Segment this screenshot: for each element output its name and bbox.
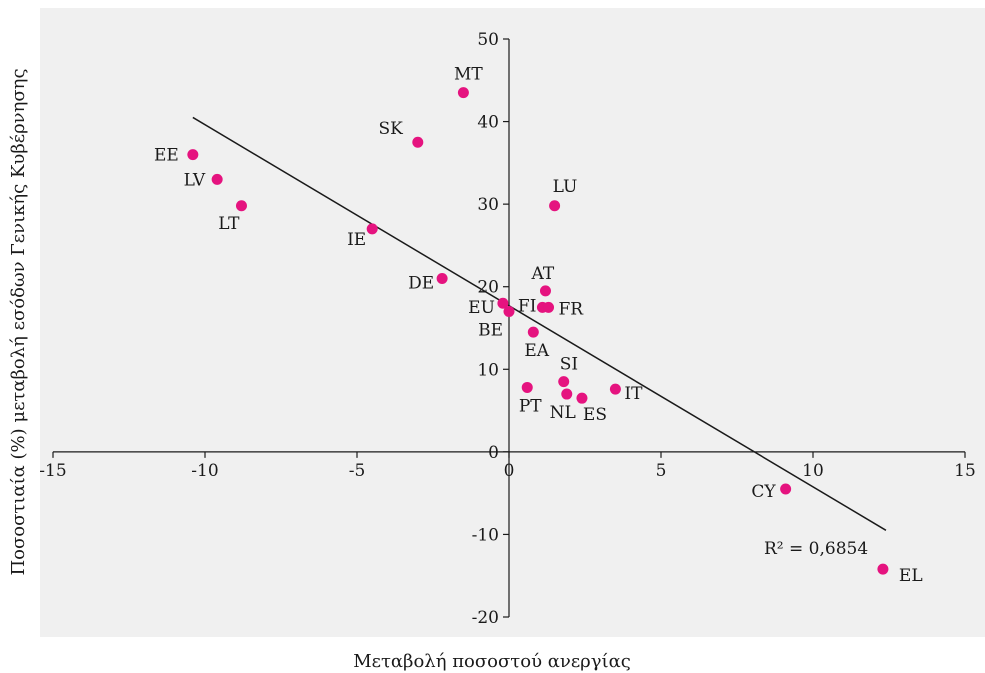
y-tick-label: 0 [488,443,499,463]
data-point-at [539,285,551,297]
point-label-lu: LU [553,177,578,197]
data-point-de [436,272,448,284]
data-point-nl [561,388,573,400]
r-squared-label: R² = 0,6854 [764,539,868,559]
point-label-at: AT [530,264,554,284]
data-point-si [558,376,570,388]
axes: -15 -10 -5 0 5 10 15 -20 -10 0 10 20 30 40 50 [39,30,976,628]
point-label-el: EL [899,566,923,586]
point-label-lv: LV [184,170,206,190]
data-point-ie [366,223,378,235]
data-point-el [877,563,889,575]
data-point-es [576,392,588,404]
data-point-lt [235,200,247,212]
x-tick-label: 10 [802,461,824,481]
point-label-fr: FR [559,299,585,319]
data-point-lu [549,200,561,212]
y-tick-label: 30 [477,195,499,215]
data-points [187,87,889,575]
data-point-cy [780,483,792,495]
x-axis-title: Μεταβολή ποσοστού ανεργίας [353,651,631,672]
y-axis-title: Ποσοστιαία (%) μεταβολή εσόδων Γενικής Κ… [8,68,29,575]
data-point-eu [497,297,509,309]
point-label-nl: NL [550,403,576,423]
data-point-pt [521,381,533,393]
data-point-be [503,305,515,317]
x-tick-label: 15 [954,461,976,481]
y-tick-label: 40 [477,113,499,133]
point-label-cy: CY [751,482,776,502]
point-label-si: SI [560,355,578,375]
trendline-group [192,116,887,531]
point-label-sk: SK [378,119,403,139]
point-label-mt: MT [454,65,483,85]
point-label-es: ES [583,405,607,425]
data-point-ee [187,149,199,161]
x-tick-label: -10 [191,461,218,481]
regression-line [192,116,887,531]
data-point-fr [543,301,555,313]
point-label-de: DE [408,273,434,293]
data-point-ea [527,326,539,338]
y-tick-label: 10 [477,360,499,380]
y-tick-label: -10 [472,525,499,545]
y-tick-label: 50 [477,30,499,50]
point-label-ie: IE [347,230,366,250]
x-tick-label: -5 [349,461,366,481]
y-tick-label: -20 [472,608,499,628]
x-tick-label: -15 [39,461,66,481]
point-label-it: IT [624,384,643,404]
point-label-pt: PT [519,396,542,416]
point-label-ee: EE [154,146,179,166]
point-label-lt: LT [218,214,240,234]
point-label-be: BE [478,320,503,340]
x-tick-label: 0 [504,461,515,481]
plot-background [40,8,985,637]
data-point-sk [412,136,424,148]
x-tick-label: 5 [656,461,667,481]
y-tick-label: 20 [477,278,499,298]
data-point-lv [211,173,223,185]
point-label-fi: FI [518,296,537,316]
data-point-mt [457,87,469,99]
point-label-eu: EU [468,298,495,318]
data-point-it [609,383,621,395]
point-label-ea: EA [524,341,549,361]
